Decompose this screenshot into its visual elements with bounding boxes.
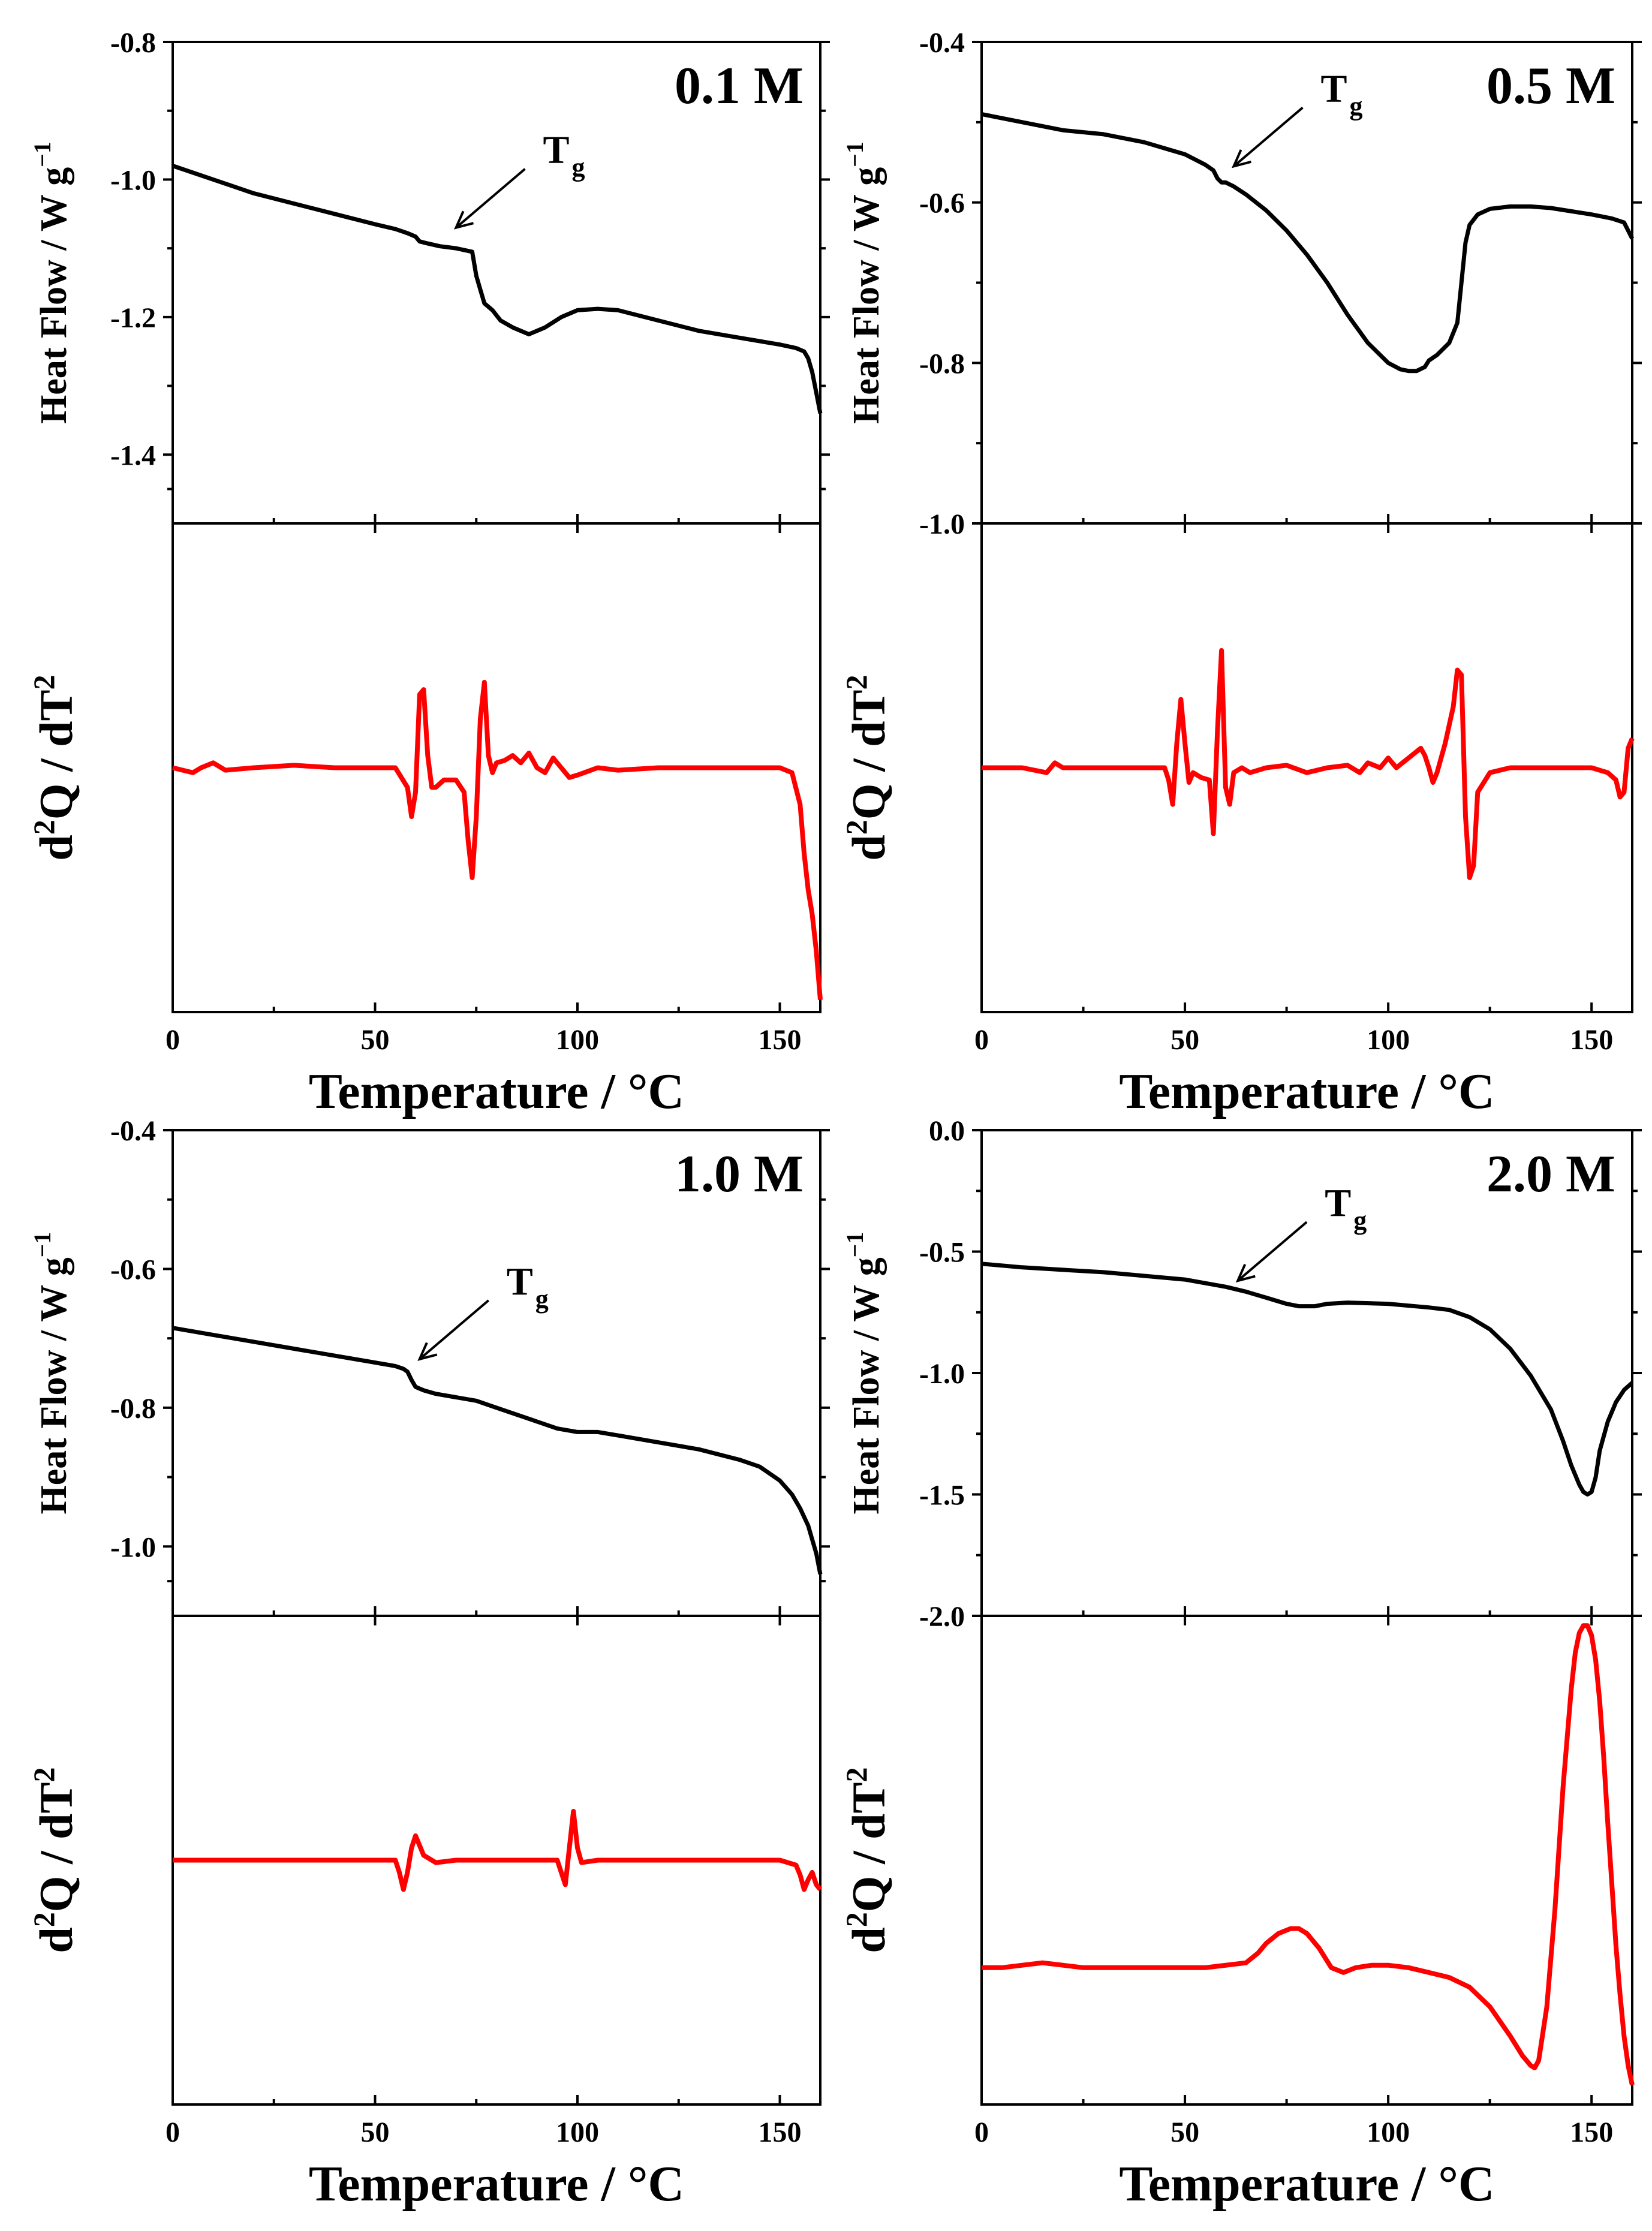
x-axis-label: Temperature / °C	[1119, 1064, 1494, 1119]
x-tick-label: 0	[165, 1024, 180, 1056]
y-tick-label: -0.6	[110, 1254, 156, 1285]
heat-flow-axis-label: Heat Flow / W g−1	[29, 141, 74, 424]
y-tick-label: -1.4	[110, 439, 156, 471]
x-tick-label: 50	[361, 1024, 390, 1056]
tg-arrow	[419, 1299, 490, 1360]
x-tick-label: 0	[974, 1024, 989, 1056]
panel-bottom-right: 0 50 100 150 0.0 -0.5 -1.0 -1.5 -2.0 2.0 M Tg Tempe…	[839, 1115, 1642, 2212]
tg-arrowhead	[1235, 1263, 1256, 1283]
heat-flow-curve	[981, 1261, 1634, 1497]
x-axis-label: Temperature / °C	[1119, 2156, 1494, 2212]
y-tick-label: -1.0	[110, 1531, 156, 1563]
y-tick-label: -1.5	[919, 1480, 965, 1512]
concentration-label: 1.0 M	[675, 1145, 804, 1203]
heat-flow-curve	[981, 112, 1635, 374]
d2q-axis-label: d2Q / dT2	[839, 1767, 895, 1953]
y-tick-label: -0.5	[919, 1237, 965, 1269]
x-tick-label: 100	[556, 1024, 599, 1056]
y-tick-label: -0.6	[919, 188, 965, 219]
y-tick-label: -0.4	[110, 1115, 156, 1147]
x-tick-label: 50	[361, 2116, 390, 2148]
y-tick-label: -1.0	[919, 1358, 965, 1390]
y-tick-label: -1.0	[110, 164, 156, 196]
y-tick-label: -0.8	[110, 1393, 156, 1425]
x-tick-label: 150	[759, 1024, 802, 1056]
y-tick-label: 0.0	[929, 1115, 965, 1147]
tg-arrow	[1236, 1221, 1308, 1282]
y-tick-label: -1.0	[919, 508, 965, 540]
concentration-label: 2.0 M	[1487, 1145, 1615, 1203]
d2q-axis-label: d2Q / dT2	[27, 1767, 82, 1953]
d2q-curve	[173, 1809, 823, 1892]
heat-flow-curve	[171, 164, 823, 414]
d2q-curve	[982, 1623, 1635, 2086]
x-axis-label: Temperature / °C	[309, 2156, 684, 2212]
d2q-curve	[982, 648, 1635, 880]
d2q-axis-label: d2Q / dT2	[839, 675, 895, 860]
heat-flow-axis-label: Heat Flow / W g−1	[841, 141, 887, 424]
concentration-label: 0.5 M	[1487, 57, 1615, 115]
tg-label: Tg	[543, 128, 585, 182]
heat-flow-curve	[172, 1326, 823, 1575]
d2q-plot-frame	[980, 1615, 1633, 2106]
tg-arrow	[1233, 106, 1304, 167]
panel-bottom-left: 0 50 100 150 -0.4 -0.6 -0.8 -1.0 1.0 M Tg Temperat…	[27, 1115, 830, 2212]
panel-top-right: 0 50 100 150 -0.4 -0.6 -0.8 -1.0 0.5 M Tg Temperat…	[839, 27, 1642, 1119]
tg-arrowhead	[454, 210, 474, 230]
x-tick-label: 0	[974, 2116, 989, 2148]
y-tick-label: -0.4	[919, 27, 965, 59]
x-tick-label: 150	[1570, 1024, 1613, 1056]
y-tick-label: -2.0	[919, 1601, 965, 1633]
d2q-curve	[172, 679, 823, 1000]
tg-label: Tg	[507, 1260, 549, 1314]
tg-arrow	[455, 168, 526, 229]
x-tick-label: 100	[556, 2116, 599, 2148]
x-tick-label: 50	[1170, 1024, 1199, 1056]
tg-arrowhead	[417, 1342, 438, 1361]
x-tick-label: 150	[759, 2116, 802, 2148]
heat-flow-axis-label: Heat Flow / W g−1	[29, 1232, 74, 1514]
x-tick-label: 100	[1367, 2116, 1410, 2148]
heat-flow-axis-label: Heat Flow / W g−1	[841, 1232, 887, 1514]
tg-arrowhead	[1231, 149, 1251, 168]
x-tick-label: 50	[1170, 2116, 1199, 2148]
x-tick-label: 100	[1367, 1024, 1410, 1056]
x-tick-label: 150	[1570, 2116, 1613, 2148]
y-tick-label: -0.8	[919, 348, 965, 380]
y-tick-label: -1.2	[110, 302, 156, 334]
concentration-label: 0.1 M	[675, 57, 804, 115]
x-tick-label: 0	[165, 2116, 180, 2148]
tg-label: Tg	[1320, 67, 1362, 121]
panel-top-left: 0 50 100 150 -0.8 -1.0 -1.2 -1.4 0.1 M Tg Temperat…	[27, 27, 830, 1119]
x-axis-label: Temperature / °C	[309, 1064, 684, 1119]
d2q-axis-label: d2Q / dT2	[27, 675, 82, 860]
tg-label: Tg	[1325, 1181, 1367, 1235]
y-tick-label: -0.8	[110, 27, 156, 59]
